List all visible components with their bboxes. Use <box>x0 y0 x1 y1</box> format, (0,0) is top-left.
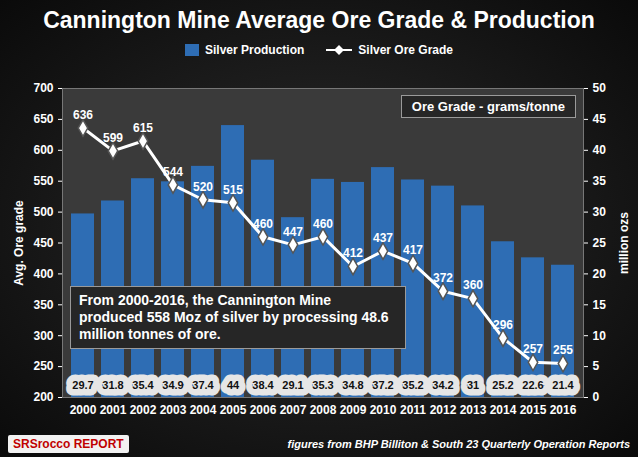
svg-text:5: 5 <box>593 359 600 373</box>
svg-text:515: 515 <box>223 183 243 197</box>
svg-text:350: 350 <box>33 298 53 312</box>
svg-text:600: 600 <box>33 143 53 157</box>
svg-text:31.8: 31.8 <box>102 379 123 391</box>
svg-text:0: 0 <box>593 390 600 404</box>
svg-text:2002: 2002 <box>130 403 157 417</box>
svg-text:29.1: 29.1 <box>282 379 303 391</box>
svg-text:22.6: 22.6 <box>522 379 543 391</box>
svg-text:2006: 2006 <box>250 403 277 417</box>
svg-text:Avg. Ore grade: Avg. Ore grade <box>12 200 26 286</box>
svg-text:550: 550 <box>33 174 53 188</box>
svg-text:20: 20 <box>593 267 607 281</box>
svg-text:30: 30 <box>593 205 607 219</box>
svg-text:35.4: 35.4 <box>132 379 154 391</box>
svg-text:417: 417 <box>403 243 423 257</box>
svg-text:2010: 2010 <box>370 403 397 417</box>
svg-text:2005: 2005 <box>220 403 247 417</box>
svg-text:360: 360 <box>463 278 483 292</box>
svg-text:2013: 2013 <box>460 403 487 417</box>
svg-text:296: 296 <box>493 318 513 332</box>
svg-text:21.4: 21.4 <box>552 379 574 391</box>
svg-text:2000: 2000 <box>70 403 97 417</box>
html-text:Ore Grade - grams/tonne: Ore Grade - grams/tonne <box>411 99 565 114</box>
svg-text:200: 200 <box>33 390 53 404</box>
svg-text:2004: 2004 <box>190 403 217 417</box>
svg-text:40: 40 <box>593 143 607 157</box>
svg-text:544: 544 <box>163 165 183 179</box>
svg-text:2008: 2008 <box>310 403 337 417</box>
svg-text:447: 447 <box>283 225 303 239</box>
svg-text:37.4: 37.4 <box>192 379 214 391</box>
svg-text:257: 257 <box>523 342 543 356</box>
svg-text:599: 599 <box>103 131 123 145</box>
svg-text:50: 50 <box>593 81 607 95</box>
svg-text:25: 25 <box>593 236 607 250</box>
svg-text:34.9: 34.9 <box>162 379 183 391</box>
svg-text:450: 450 <box>33 236 53 250</box>
svg-text:500: 500 <box>33 205 53 219</box>
svg-text:2009: 2009 <box>340 403 367 417</box>
svg-text:45: 45 <box>593 112 607 126</box>
svg-text:2011: 2011 <box>400 403 426 417</box>
svg-text:700: 700 <box>33 81 53 95</box>
svg-text:35.2: 35.2 <box>402 379 423 391</box>
svg-text:2014: 2014 <box>490 403 517 417</box>
svg-text:372: 372 <box>433 271 453 285</box>
svg-text:615: 615 <box>133 121 153 135</box>
html-text:figures from BHP Billiton & So: figures from BHP Billiton & South 23 Qua… <box>287 437 630 450</box>
svg-text:255: 255 <box>553 343 573 357</box>
html-text:Silver Ore Grade: Silver Ore Grade <box>358 43 453 57</box>
svg-text:44: 44 <box>227 379 240 391</box>
svg-text:460: 460 <box>253 217 273 231</box>
svg-text:400: 400 <box>33 267 53 281</box>
svg-text:2016: 2016 <box>550 403 577 417</box>
svg-text:460: 460 <box>313 217 333 231</box>
svg-text:650: 650 <box>33 112 53 126</box>
svg-text:2007: 2007 <box>280 403 307 417</box>
svg-text:412: 412 <box>343 246 363 260</box>
html-text:From 2000-2016, the Cannington: From 2000-2016, the Cannington Mine prod… <box>79 292 389 342</box>
svg-text:35: 35 <box>593 174 607 188</box>
svg-text:520: 520 <box>193 180 213 194</box>
svg-text:34.8: 34.8 <box>342 379 363 391</box>
svg-text:34.2: 34.2 <box>432 379 453 391</box>
svg-text:2001: 2001 <box>100 403 127 417</box>
svg-text:636: 636 <box>73 108 93 122</box>
html-text:Cannington Mine Average Ore Gr: Cannington Mine Average Ore Grade & Prod… <box>43 7 595 33</box>
svg-text:250: 250 <box>33 359 53 373</box>
svg-text:37.2: 37.2 <box>372 379 393 391</box>
svg-text:25.2: 25.2 <box>492 379 513 391</box>
svg-text:300: 300 <box>33 329 53 343</box>
svg-text:10: 10 <box>593 329 607 343</box>
svg-text:35.3: 35.3 <box>312 379 333 391</box>
svg-text:29.7: 29.7 <box>72 379 93 391</box>
svg-text:437: 437 <box>373 231 393 245</box>
html-text:SRSrocco REPORT: SRSrocco REPORT <box>13 436 124 451</box>
svg-text:million ozs: million ozs <box>617 212 631 274</box>
html-text:Silver Production: Silver Production <box>205 43 305 57</box>
svg-text:31: 31 <box>467 379 479 391</box>
svg-text:2003: 2003 <box>160 403 187 417</box>
svg-text:2015: 2015 <box>520 403 547 417</box>
svg-text:2012: 2012 <box>430 403 457 417</box>
svg-text:38.4: 38.4 <box>252 379 274 391</box>
svg-text:15: 15 <box>593 298 607 312</box>
